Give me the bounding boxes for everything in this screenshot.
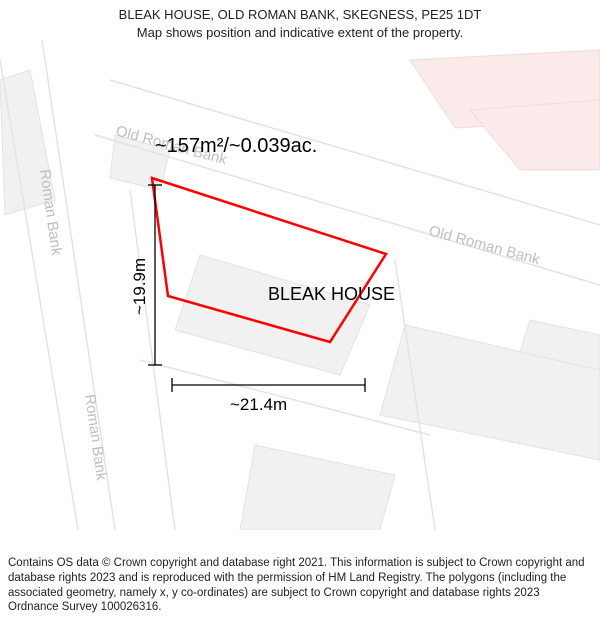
- road-label-roman-bank-2: Roman Bank: [81, 393, 110, 482]
- map: Roman Bank Roman Bank Old Roman Bank Old…: [0, 40, 600, 530]
- header-title: BLEAK HOUSE, OLD ROMAN BANK, SKEGNESS, P…: [0, 6, 600, 24]
- road-label-roman-bank-1: Roman Bank: [36, 168, 65, 257]
- map-svg: Roman Bank Roman Bank Old Roman Bank Old…: [0, 40, 600, 530]
- property-name-label: BLEAK HOUSE: [268, 284, 395, 304]
- road-label-old-roman-bank-2: Old Roman Bank: [427, 222, 542, 268]
- dim-width-label: ~21.4m: [230, 395, 287, 414]
- footer: Contains OS data © Crown copyright and d…: [0, 550, 600, 625]
- area-label: ~157m²/~0.039ac.: [155, 135, 317, 157]
- header: BLEAK HOUSE, OLD ROMAN BANK, SKEGNESS, P…: [0, 0, 600, 41]
- header-subtitle: Map shows position and indicative extent…: [0, 24, 600, 42]
- footer-text: Contains OS data © Crown copyright and d…: [8, 557, 585, 613]
- dim-height-label: ~19.9m: [130, 258, 149, 315]
